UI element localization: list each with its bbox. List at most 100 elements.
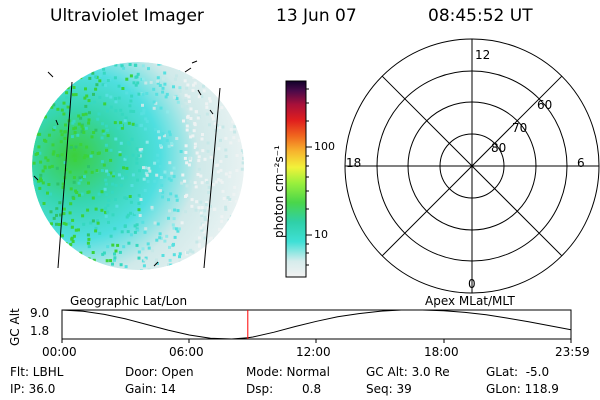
image-pixel (224, 205, 228, 209)
image-pixel (73, 158, 77, 162)
image-pixel (86, 208, 90, 212)
image-pixel (66, 248, 70, 252)
image-pixel (114, 249, 118, 253)
image-pixel (197, 243, 201, 247)
image-pixel (219, 159, 223, 163)
image-pixel (231, 120, 235, 124)
image-pixel (187, 119, 191, 123)
image-pixel (89, 62, 93, 66)
image-pixel (77, 181, 81, 185)
image-pixel (32, 89, 36, 93)
image-pixel (87, 165, 90, 169)
image-pixel (216, 86, 219, 90)
image-pixel (68, 222, 72, 226)
image-pixel (186, 83, 190, 87)
image-pixel (100, 136, 104, 140)
image-pixel (60, 108, 64, 112)
image-pixel (94, 229, 98, 233)
image-pixel (75, 265, 79, 269)
image-pixel (150, 207, 154, 211)
image-pixel (98, 95, 102, 99)
image-pixel (106, 134, 110, 138)
image-pixel (66, 62, 70, 66)
image-pixel (55, 213, 58, 217)
image-pixel (103, 102, 107, 106)
image-pixel (38, 186, 42, 190)
image-pixel (184, 151, 188, 154)
image-pixel (233, 185, 237, 189)
image-pixel (192, 183, 196, 187)
image-pixel (124, 116, 128, 120)
image-pixel (43, 166, 47, 170)
image-pixel (195, 151, 199, 155)
image-pixel (161, 269, 164, 270)
image-pixel (224, 172, 228, 176)
image-pixel (145, 173, 149, 177)
image-pixel (159, 236, 163, 240)
glat-value: GLat: -5.0 (486, 365, 550, 379)
image-pixel (161, 70, 165, 74)
image-pixel (36, 96, 40, 100)
image-pixel (175, 227, 178, 231)
mlt-label-dusk: 18 (346, 156, 362, 170)
image-pixel (111, 182, 115, 186)
image-pixel (33, 241, 37, 245)
image-pixel (201, 74, 204, 78)
image-pixel (42, 267, 46, 270)
image-pixel (141, 93, 145, 97)
image-pixel (135, 223, 139, 227)
image-pixel (41, 67, 45, 71)
image-pixel (70, 259, 74, 263)
image-pixel (163, 170, 167, 174)
x-tick-1200: 12:00 (296, 345, 331, 359)
image-pixel (137, 201, 141, 205)
image-pixel (165, 234, 169, 238)
image-pixel (59, 140, 63, 144)
image-pixel (221, 266, 225, 270)
mlt-label-midnight: 0 (468, 277, 476, 291)
image-pixel (94, 128, 98, 132)
image-pixel (180, 104, 184, 108)
image-pixel (100, 208, 104, 212)
image-pixel (79, 143, 83, 147)
image-pixel (151, 249, 154, 253)
image-pixel (61, 250, 65, 254)
image-pixel (178, 255, 181, 259)
image-pixel (161, 77, 165, 81)
image-pixel (159, 144, 162, 148)
image-pixel (176, 100, 180, 104)
image-pixel (113, 258, 116, 262)
image-pixel (157, 130, 160, 134)
image-pixel (232, 262, 236, 266)
image-pixel (44, 246, 48, 250)
image-pixel (227, 261, 231, 265)
image-pixel (104, 210, 107, 214)
image-pixel (173, 77, 177, 81)
image-pixel (49, 68, 53, 72)
image-pixel (113, 227, 117, 231)
mlat-label-60: 60 (537, 98, 553, 112)
image-pixel (115, 204, 119, 208)
image-pixel (123, 225, 127, 228)
image-pixel (61, 185, 65, 189)
image-pixel (127, 241, 131, 245)
image-pixel (185, 128, 189, 132)
image-pixel (135, 211, 139, 215)
image-pixel (103, 187, 107, 191)
image-pixel (106, 203, 110, 207)
image-pixel (228, 175, 232, 179)
image-pixel (237, 239, 241, 243)
image-pixel (236, 83, 239, 87)
image-pixel (56, 107, 60, 111)
image-pixel (50, 222, 53, 226)
image-pixel (241, 217, 244, 221)
image-pixel (208, 237, 212, 241)
image-pixel (205, 102, 209, 106)
image-pixel (167, 130, 171, 134)
image-pixel (210, 114, 214, 118)
image-pixel (116, 243, 120, 247)
image-pixel (185, 161, 189, 165)
image-pixel (163, 82, 167, 86)
image-pixel (193, 81, 197, 85)
image-pixel (118, 151, 122, 154)
